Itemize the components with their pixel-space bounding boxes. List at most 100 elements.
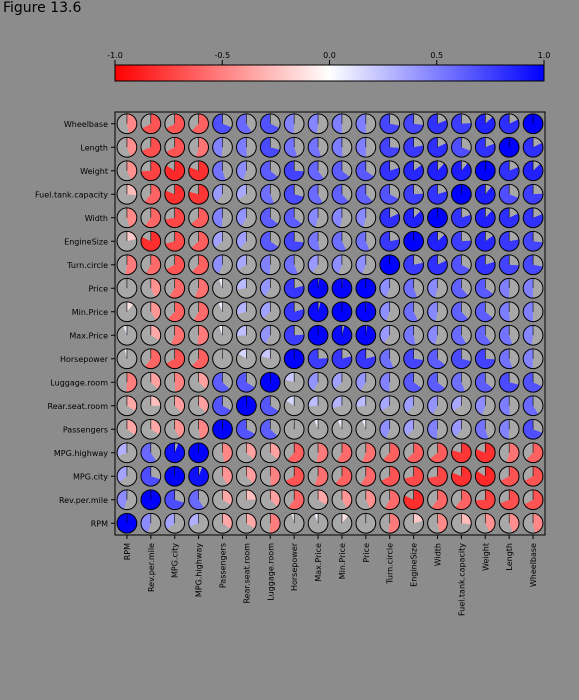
col-label: Min.Price [338,543,347,579]
pie-slice [222,466,233,485]
row-label: MPG.highway [54,449,108,458]
col-label: Weight [481,543,490,571]
pie-slice [142,113,161,134]
pie-slice [166,348,185,369]
pie-slice [125,254,137,275]
pie-slice [218,325,223,336]
pie-slice [382,442,400,463]
matrix-frame [114,111,546,536]
pie-slice [451,254,471,275]
pie-slice [212,184,223,203]
pie-slice [236,137,248,158]
pie-slice [260,137,280,158]
row-label: EngineSize [64,237,108,246]
pie-slice [427,419,438,440]
pie-slice [437,513,448,533]
colorbar-tick-label: 0.0 [323,51,336,60]
col-label: EngineSize [410,543,419,587]
pie-slice [174,395,185,413]
col-label: Wheelbase [529,543,538,587]
pie-slice [212,207,223,228]
pie-slice [379,372,390,393]
pie-slice [335,466,352,487]
pie-slice [451,301,469,322]
pie-slice [308,254,319,273]
pie-slice [191,254,209,275]
pie-slice [236,278,247,290]
pie-slice [126,184,137,196]
pie-slice [269,513,281,534]
row-label: Rev.per.mile [59,496,108,505]
pie-slice [212,113,232,134]
pie-slice [174,372,185,393]
pie-slice [308,372,319,391]
pie-slice [365,489,376,509]
pie-slice [308,113,319,134]
col-label: RPM [123,543,132,560]
row-label: Width [85,214,108,223]
pie-slice [403,325,416,346]
pie-slice [475,301,493,322]
pie-slice [188,489,204,510]
pie-slice [451,137,471,158]
pie-slice [509,513,520,533]
row-label: Wheelbase [64,120,108,129]
pie-slice [236,160,247,181]
pie-slice [314,466,328,487]
pie-slice [270,489,281,507]
pie-slice [285,466,305,487]
row-label: Passengers [63,425,108,434]
pie-slice [403,160,424,181]
pie-slice [236,419,256,440]
pie-slice [379,325,390,344]
pie-slice [341,489,352,509]
pie-slice [360,466,376,487]
pie-slice [427,348,446,369]
pie-slice [191,207,209,228]
col-label: Width [434,543,443,566]
pie-slice [499,489,520,510]
pie-slice [431,489,448,510]
pie-slice [362,419,366,430]
pie-slice [379,419,390,439]
pie-slice [212,395,232,416]
pie-slice [260,184,274,205]
pie-slice [193,301,209,322]
pie-slice [150,278,161,298]
pie-slice [381,466,400,487]
pie-slice [526,442,543,463]
pie-slice [126,372,137,393]
pie-slice [500,466,520,487]
pie-slice [523,278,534,299]
pie-slice [198,395,209,413]
pie-slice [260,419,278,440]
pie-slice [403,278,418,299]
figure-title: Figure 13.6 [3,0,82,16]
pie-slice [260,395,279,416]
pie-slice [260,348,271,359]
pie-slice [169,278,185,299]
pie-slice [332,372,342,390]
pie-slice [126,301,134,312]
pie-slice [384,489,400,510]
pie-slice [140,513,151,533]
pie-slice [451,160,472,181]
pie-slice [260,254,271,275]
pie-slice [198,372,209,390]
pie-slice [236,231,247,249]
pie-slice [123,325,127,336]
pie-slice [140,442,157,463]
pie-slice [196,137,209,158]
col-label: Rear.seat.room [242,543,251,604]
pie-slice [499,395,510,416]
pie-slice [260,231,279,252]
pie-slice [212,137,223,158]
pie-slice [388,513,400,534]
pie-slice [308,184,323,205]
pie-slice [355,113,366,134]
pie-slice [150,395,161,406]
pie-slice [337,419,342,430]
row-label: Luggage.room [50,378,108,387]
row-label: RPM [91,519,108,528]
pie-slice [284,113,295,134]
